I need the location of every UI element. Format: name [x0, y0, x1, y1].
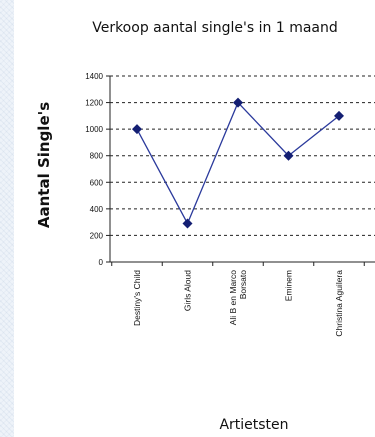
chart-area-background [14, 0, 375, 437]
x-tick-label-line: Girls Aloud [183, 270, 193, 311]
x-tick-label-line: Destiny's Child [132, 270, 142, 326]
x-tick-label-line: Ali B en Marco [228, 270, 238, 326]
y-tick-label: 0 [99, 258, 104, 267]
x-axis-label: Artietsten [219, 417, 288, 433]
x-tick-label: Girls Aloud [183, 270, 193, 311]
y-tick-label: 1200 [85, 99, 103, 108]
y-tick-label: 800 [90, 152, 104, 161]
data-point-marker [283, 150, 294, 161]
data-point-marker [233, 97, 243, 108]
y-axis-label: Aantal Single's [35, 102, 53, 228]
x-tick-label: Destiny's Child [132, 270, 142, 326]
y-tick-label: 400 [90, 205, 104, 214]
x-tick-label-line: Christina Aguilera [334, 270, 344, 337]
y-tick-labels: 0 200 400 600 800 1000 1200 1400 [85, 72, 103, 267]
y-tick-label: 1400 [85, 72, 103, 81]
x-tick-label: Ali B en Marco Borsato [228, 270, 248, 326]
x-tick-label: Eminem [284, 270, 294, 301]
x-tick-label-line: Eminem [284, 270, 294, 301]
x-tick-label-line: Borsato [238, 270, 248, 300]
series-line [132, 97, 344, 229]
data-point-marker [182, 218, 193, 229]
data-point-marker [132, 124, 142, 135]
y-tick-label: 600 [90, 178, 104, 187]
data-point-marker [334, 110, 344, 121]
y-tick-label: 200 [90, 231, 104, 240]
x-tick-label: Christina Aguilera [334, 270, 344, 337]
chart-title: Verkoop aantal single's in 1 maand [92, 20, 338, 36]
y-tick-label: 1000 [85, 125, 103, 134]
x-tick-labels: Destiny's Child Girls Aloud Ali B en Marco… [132, 270, 344, 337]
axes [106, 75, 375, 266]
